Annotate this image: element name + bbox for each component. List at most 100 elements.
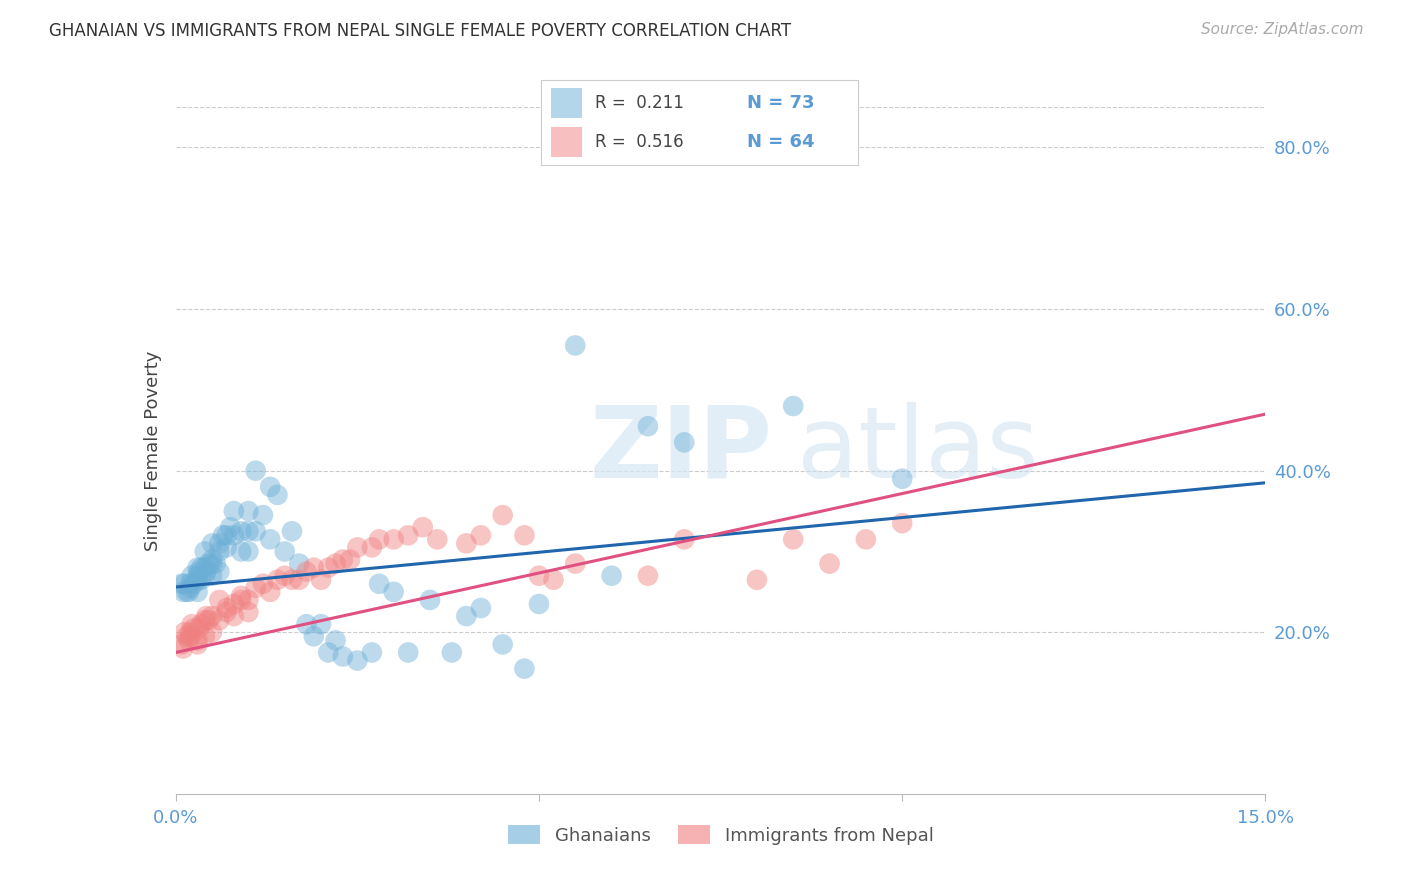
Point (201, 609, 224, 624)
Point (513, 528, 536, 542)
Point (201, 557, 224, 571)
Point (201, 536, 224, 550)
Point (513, 662, 536, 676)
Point (238, 605, 260, 619)
Point (259, 533, 281, 547)
Point (419, 593, 441, 607)
Point (170, 576, 193, 591)
Point (295, 617, 318, 632)
Point (222, 609, 245, 624)
Point (208, 565, 231, 579)
Point (318, 560, 340, 574)
Point (382, 585, 405, 599)
Text: ZIP: ZIP (591, 402, 773, 499)
Point (564, 338, 586, 352)
Point (190, 573, 212, 587)
Point (492, 637, 515, 651)
Point (360, 541, 382, 555)
Point (170, 637, 193, 651)
Point (197, 557, 219, 571)
Point (238, 544, 260, 558)
Point (368, 533, 391, 547)
Point (201, 625, 224, 640)
Point (238, 524, 260, 539)
Point (172, 585, 194, 599)
Point (470, 528, 492, 542)
Point (274, 568, 297, 582)
Point (186, 573, 209, 587)
Point (782, 399, 804, 413)
Point (745, 573, 768, 587)
Point (183, 576, 205, 591)
Point (492, 508, 515, 522)
Point (245, 524, 267, 539)
FancyBboxPatch shape (551, 127, 582, 157)
Point (195, 609, 218, 624)
Point (637, 568, 659, 582)
Point (891, 516, 914, 531)
Point (426, 533, 449, 547)
Point (440, 645, 463, 659)
Point (325, 557, 347, 571)
Point (456, 609, 478, 624)
Point (173, 576, 195, 591)
Text: R =  0.516: R = 0.516 (595, 133, 683, 151)
Point (470, 601, 492, 615)
Point (212, 528, 235, 542)
Point (201, 552, 224, 566)
Point (231, 524, 253, 539)
Text: GHANAIAN VS IMMIGRANTS FROM NEPAL SINGLE FEMALE POVERTY CORRELATION CHART: GHANAIAN VS IMMIGRANTS FROM NEPAL SINGLE… (49, 22, 792, 40)
Point (281, 524, 304, 539)
Point (637, 419, 659, 434)
Point (543, 573, 565, 587)
Point (177, 585, 200, 599)
Point (274, 544, 297, 558)
Point (288, 573, 311, 587)
Point (208, 544, 231, 558)
Point (412, 520, 434, 534)
Point (855, 533, 877, 547)
Point (201, 568, 224, 582)
Point (188, 565, 211, 579)
Point (194, 544, 217, 558)
Point (222, 528, 245, 542)
Point (215, 541, 238, 555)
Point (194, 613, 217, 627)
Legend: Ghanaians, Immigrants from Nepal: Ghanaians, Immigrants from Nepal (499, 816, 942, 854)
Point (238, 504, 260, 518)
Point (222, 597, 245, 611)
Point (346, 654, 368, 668)
Point (176, 585, 198, 599)
Point (302, 629, 325, 643)
Point (179, 629, 201, 643)
Point (309, 617, 332, 632)
Point (195, 565, 218, 579)
Text: N = 73: N = 73 (747, 95, 814, 112)
Text: N = 64: N = 64 (747, 133, 814, 151)
Point (188, 621, 211, 635)
Point (266, 573, 288, 587)
Point (281, 573, 304, 587)
Point (186, 633, 209, 648)
Point (172, 641, 194, 656)
Point (332, 552, 354, 566)
Point (245, 581, 267, 595)
Point (190, 617, 212, 632)
Point (891, 472, 914, 486)
Point (673, 435, 696, 450)
Point (177, 633, 200, 648)
Point (309, 573, 332, 587)
Point (245, 464, 267, 478)
Point (194, 560, 217, 574)
Point (194, 629, 217, 643)
Point (204, 557, 226, 571)
Text: R =  0.211: R = 0.211 (595, 95, 683, 112)
Point (238, 593, 260, 607)
Point (302, 560, 325, 574)
Point (208, 613, 231, 627)
Point (179, 581, 201, 595)
Point (368, 576, 391, 591)
Point (215, 528, 238, 542)
FancyBboxPatch shape (551, 88, 582, 119)
Text: Source: ZipAtlas.com: Source: ZipAtlas.com (1201, 22, 1364, 37)
